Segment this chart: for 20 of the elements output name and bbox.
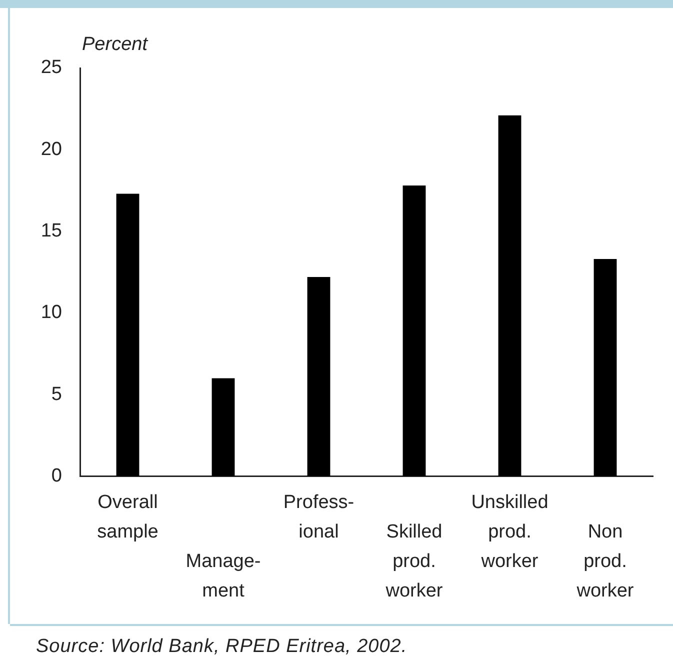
x-tick-label: Non prod. worker [576,522,634,602]
bar [594,259,617,476]
x-tick-label: Unskilled prod. worker [471,492,548,572]
y-tick-label: 15 [40,220,62,242]
y-tick-label: 10 [40,302,62,324]
x-tick-label: Manage- ment [186,551,261,602]
y-axis-title: Percent [82,34,148,55]
x-tick-label: Profess- ional [283,492,354,543]
x-tick-label: Overall sample [97,492,158,543]
bar [307,277,330,476]
y-tick-label: 0 [51,465,62,486]
y-tick-label: 25 [40,57,62,78]
y-tick-label: 5 [51,384,62,405]
bar [212,378,235,476]
y-tick-label: 20 [40,138,62,160]
bar [116,194,140,476]
bar [402,186,426,476]
x-tick-label: Skilled prod. worker [384,522,444,602]
source-note: Source: World Bank, RPED Eritrea, 2002. [36,636,408,658]
bar [498,115,522,476]
